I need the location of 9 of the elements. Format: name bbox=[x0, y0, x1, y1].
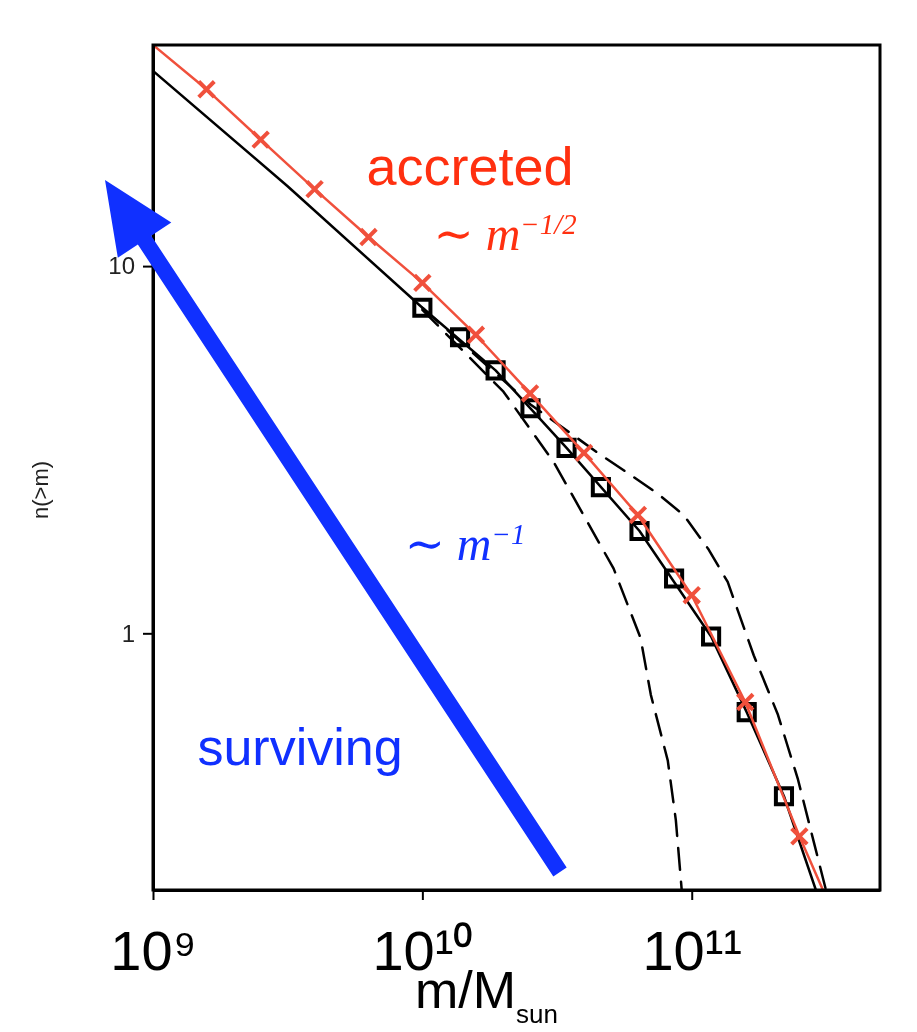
y-tick-label: 1 bbox=[121, 619, 135, 647]
annotation: ∼ m$^{−1/2}$ bbox=[433, 207, 577, 260]
x-tick-label: 10⁹ bbox=[110, 918, 197, 982]
y-axis-title: n(>m) bbox=[28, 460, 53, 520]
annotation: ∼ m$^{−1}$ bbox=[404, 517, 526, 570]
annotation: surviving bbox=[197, 718, 403, 776]
y-tick-label: 10 bbox=[108, 252, 135, 280]
annotation: accreted bbox=[366, 136, 574, 196]
x-tick-label: 10¹¹ bbox=[642, 918, 743, 982]
